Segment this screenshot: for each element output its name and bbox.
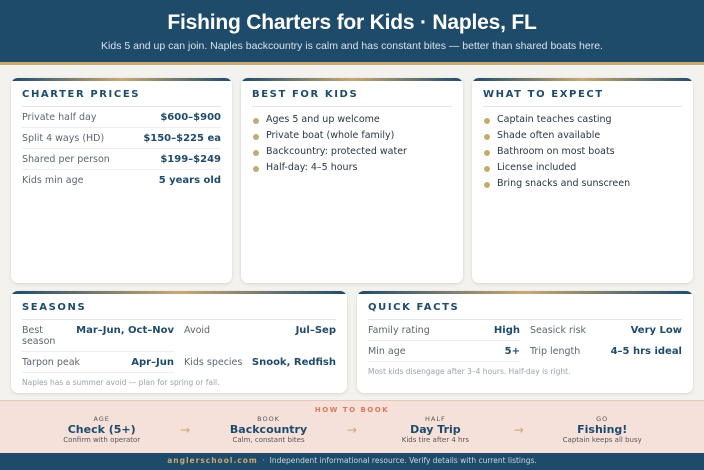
- label: Shared per person: [22, 154, 110, 165]
- arrow-right-icon: →: [346, 422, 357, 437]
- value: Jul–Sep: [295, 325, 336, 336]
- list-item: Half-day: 4–5 hours: [252, 160, 452, 176]
- label: Min age: [368, 346, 406, 357]
- list-item: Shade often available: [483, 128, 682, 144]
- card-title: CHARTER PRICES: [22, 87, 221, 107]
- charter-prices-card: CHARTER PRICES Private half day $600–$900…: [11, 78, 232, 283]
- step-desc: Captain keeps all busy: [562, 436, 642, 444]
- fact-row: Min age 5+: [368, 341, 520, 362]
- fact-row: Family rating High: [368, 320, 520, 341]
- page-subtitle: Kids 5 and up can join. Naples backcount…: [101, 40, 603, 52]
- step-desc: Kids tire after 4 hrs: [401, 436, 469, 444]
- value: 5 years old: [158, 175, 221, 186]
- card-title: BEST FOR KIDS: [252, 87, 452, 107]
- label: Kids min age: [22, 175, 84, 186]
- card-title: QUICK FACTS: [368, 300, 682, 320]
- card-title: SEASONS: [22, 300, 336, 320]
- season-row: Best season Mar–Jun, Oct–Nov: [22, 320, 174, 352]
- value: $199–$249: [160, 154, 221, 165]
- how-to-book-label: HOW TO BOOK: [314, 406, 390, 414]
- label: Avoid: [184, 325, 211, 336]
- value: Very Low: [630, 325, 682, 336]
- footer-text: Independent informational resource. Veri…: [269, 456, 537, 465]
- quick-facts-card: QUICK FACTS Family rating High Seasick ri…: [357, 291, 693, 393]
- value: Mar–Jun, Oct–Nov: [76, 325, 174, 336]
- step-title: Day Trip: [410, 423, 461, 436]
- step-kicker: HALF: [425, 415, 446, 423]
- step-kicker: GO: [596, 415, 609, 423]
- seasons-card: SEASONS Best season Mar–Jun, Oct–Nov Avoi…: [11, 291, 347, 393]
- card-title: WHAT TO EXPECT: [483, 87, 682, 107]
- step-desc: Confirm with operator: [63, 436, 141, 444]
- price-row: Split 4 ways (HD) $150–$225 ea: [22, 128, 221, 149]
- list-item: Backcountry: protected water: [252, 144, 452, 160]
- arrow-right-icon: →: [180, 422, 191, 437]
- label: Kids species: [184, 357, 243, 368]
- step-kicker: AGE: [93, 415, 110, 423]
- value: High: [493, 325, 520, 336]
- step-half: HALF Day Trip Kids tire after 4 hrs: [370, 415, 500, 444]
- value: Snook, Redfish: [251, 357, 336, 368]
- page-header: Fishing Charters for Kids · Naples, FL K…: [0, 0, 704, 65]
- value: $600–$900: [160, 112, 221, 123]
- fact-row: Trip length 4–5 hrs ideal: [530, 341, 682, 362]
- value: 5+: [504, 346, 520, 357]
- value: 4–5 hrs ideal: [610, 346, 682, 357]
- what-to-expect-card: WHAT TO EXPECT Captain teaches casting S…: [472, 78, 693, 283]
- how-to-book: HOW TO BOOK AGE Check (5+) Confirm with op…: [0, 400, 704, 453]
- facts-note: Most kids disengage after 3–4 hours. Hal…: [368, 367, 571, 376]
- footer-separator: ·: [262, 456, 265, 465]
- fact-row: Seasick risk Very Low: [530, 320, 682, 341]
- list-item: Ages 5 and up welcome: [252, 112, 452, 128]
- footer-brand-link[interactable]: anglerschool.com: [167, 456, 258, 465]
- step-title: Check (5+): [67, 423, 136, 436]
- step-go: GO Fishing! Captain keeps all busy: [537, 415, 667, 444]
- list-item: Bathroom on most boats: [483, 144, 682, 160]
- value: $150–$225 ea: [143, 133, 221, 144]
- step-kicker: BOOK: [257, 415, 280, 423]
- page-title: Fishing Charters for Kids · Naples, FL: [167, 11, 537, 34]
- step-desc: Calm, constant bites: [232, 436, 305, 444]
- step-book: BOOK Backcountry Calm, constant bites: [204, 415, 334, 444]
- season-row: Avoid Jul–Sep: [184, 320, 336, 352]
- season-row: Tarpon peak Apr–Jun: [22, 352, 174, 373]
- label: Split 4 ways (HD): [22, 133, 105, 144]
- list-item: Private boat (whole family): [252, 128, 452, 144]
- step-title: Backcountry: [229, 423, 308, 436]
- arrow-right-icon: →: [513, 422, 524, 437]
- label: Tarpon peak: [22, 357, 81, 368]
- label: Trip length: [530, 346, 581, 357]
- list-item: License included: [483, 160, 682, 176]
- season-row: Kids species Snook, Redfish: [184, 352, 336, 373]
- label: Best season: [22, 325, 56, 347]
- seasons-note: Naples has a summer avoid — plan for spr…: [22, 378, 220, 387]
- price-row: Private half day $600–$900: [22, 107, 221, 128]
- list-item: Bring snacks and sunscreen: [483, 176, 682, 192]
- list-item: Captain teaches casting: [483, 112, 682, 128]
- step-title: Fishing!: [577, 423, 628, 436]
- label: Private half day: [22, 112, 97, 123]
- footer: anglerschool.com · Independent informati…: [0, 453, 704, 470]
- label: Family rating: [368, 325, 430, 336]
- price-row: Shared per person $199–$249: [22, 149, 221, 170]
- value: Apr–Jun: [131, 357, 174, 368]
- step-age: AGE Check (5+) Confirm with operator: [37, 415, 167, 444]
- best-for-kids-card: BEST FOR KIDS Ages 5 and up welcome Priv…: [241, 78, 463, 283]
- label: Seasick risk: [530, 325, 587, 336]
- price-row: Kids min age 5 years old: [22, 170, 221, 190]
